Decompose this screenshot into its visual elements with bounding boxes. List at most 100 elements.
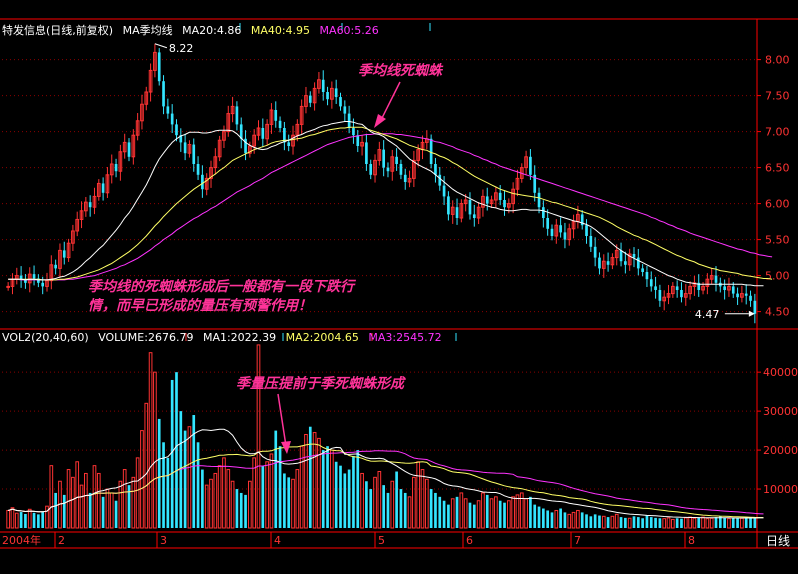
price-tick-label: 5.50 xyxy=(765,234,790,247)
volume-bar-up xyxy=(688,516,692,529)
candle-down xyxy=(645,272,649,280)
volume-bar-down xyxy=(589,516,593,528)
candle-down xyxy=(744,293,748,296)
volume-bar-down xyxy=(749,517,752,528)
candle-up xyxy=(317,79,321,89)
volume-bar-up xyxy=(554,509,559,529)
volume-bar-down xyxy=(744,517,748,528)
volume-bar-up xyxy=(705,518,710,529)
candle-up xyxy=(554,224,559,237)
candle-down xyxy=(19,275,23,280)
volume-bar-up xyxy=(515,494,520,529)
volume-bar-up xyxy=(614,513,619,529)
volume-bar-up xyxy=(576,509,580,529)
candle-down xyxy=(606,261,610,265)
date-label: 2 xyxy=(58,534,65,547)
candle-up xyxy=(105,174,110,194)
volume-bar-down xyxy=(162,442,165,528)
candle-down xyxy=(88,202,92,208)
volume-bar-up xyxy=(317,437,321,529)
volume-bar-down xyxy=(352,455,355,528)
candle-down xyxy=(624,261,627,265)
candle-down xyxy=(274,110,278,121)
candle-up xyxy=(304,95,308,107)
volume-tick-label: 20000 xyxy=(763,444,798,457)
volume-bar-up xyxy=(6,509,10,529)
volume-bar-down xyxy=(192,415,196,528)
volume-bar-up xyxy=(84,472,88,529)
candle-up xyxy=(407,177,412,183)
volume-bar-up xyxy=(519,492,524,529)
vol-ma1: MA1:2022.39 xyxy=(202,331,277,344)
volume-bar-down xyxy=(101,496,105,528)
candle-up xyxy=(567,228,572,241)
candle-up xyxy=(92,195,97,208)
ma40-line xyxy=(8,126,773,281)
candle-up xyxy=(49,264,54,282)
volume-bar-down xyxy=(593,514,597,528)
candle-up xyxy=(222,131,226,141)
volume-bar-down xyxy=(675,518,679,528)
candle-up xyxy=(96,182,101,197)
volume-bar-up xyxy=(489,498,494,529)
volume-bar-down xyxy=(442,500,446,528)
volume-bar-up xyxy=(373,476,377,529)
candle-down xyxy=(529,156,532,175)
volume-bar-up xyxy=(153,371,157,529)
volume-bar-down xyxy=(334,461,338,528)
candle-up xyxy=(187,144,192,154)
candle-up xyxy=(213,156,218,169)
volume-bar-up xyxy=(692,517,697,529)
candle-down xyxy=(593,246,597,258)
volume-bar-up xyxy=(148,352,153,529)
candle-up xyxy=(265,123,269,140)
candle-down xyxy=(675,286,679,290)
vol-ma2: MA2:2004.65 xyxy=(285,331,359,344)
candle-down xyxy=(403,174,407,182)
volume-bar-up xyxy=(209,478,213,529)
volume-bar-up xyxy=(291,478,295,529)
volume-bar-down xyxy=(170,379,174,528)
volume-bar-down xyxy=(636,517,640,528)
candle-down xyxy=(434,164,437,175)
volume-bar-down xyxy=(365,481,368,528)
volume-bar-down xyxy=(697,517,701,528)
candle-up xyxy=(390,156,395,172)
candle-up xyxy=(727,285,731,291)
volume-bar-up xyxy=(506,500,511,529)
volume-bar-up xyxy=(709,517,714,529)
ma60-line xyxy=(8,133,773,281)
volume-bar-down xyxy=(542,508,545,528)
candle-down xyxy=(326,92,329,100)
volume-bar-down xyxy=(274,430,278,528)
volume-bar-up xyxy=(627,517,632,529)
volume-bar-up xyxy=(265,461,269,529)
candle-down xyxy=(399,164,403,175)
candle-down xyxy=(580,214,584,226)
candle-down xyxy=(658,290,662,301)
candle-up xyxy=(377,149,382,161)
volume-bar-down xyxy=(624,517,627,528)
candle-down xyxy=(472,214,476,218)
volume-bar-down xyxy=(641,518,644,528)
volume-bar-up xyxy=(109,492,114,529)
volume-bar-down xyxy=(41,511,45,528)
volume-bar-up xyxy=(122,469,127,529)
volume-bar-down xyxy=(537,506,541,528)
volume-bar-down xyxy=(563,512,567,528)
candle-up xyxy=(6,285,10,288)
candle-up xyxy=(299,105,304,125)
volume-bar-down xyxy=(429,489,433,528)
candle-down xyxy=(352,128,355,136)
volume-bar-up xyxy=(524,498,528,529)
candle-down xyxy=(127,142,131,157)
candle-down xyxy=(468,200,472,215)
volume-bar-down xyxy=(598,515,601,528)
volume-bar-down xyxy=(585,514,588,528)
candle-down xyxy=(542,207,545,218)
death-cross-arrow xyxy=(379,81,401,123)
candle-down xyxy=(369,164,373,175)
volume-bar-down xyxy=(731,518,735,528)
candle-down xyxy=(339,97,342,107)
